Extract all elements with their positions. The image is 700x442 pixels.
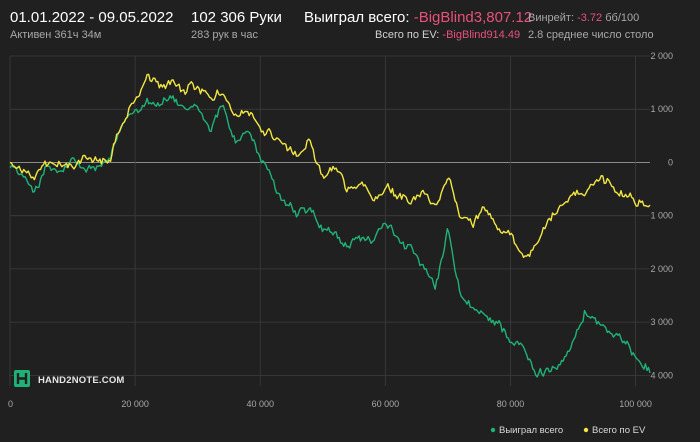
won-total-label: Выиграл всего: <box>304 9 410 26</box>
y-axis-labels: 2 000 1 000 0 1 000 2 000 3 000 4 000 <box>650 51 673 380</box>
date-range: 01.01.2022 - 09.05.2022 <box>10 9 174 26</box>
won-total: Выиграл всего: -BigBlind3,807.12 <box>304 9 532 26</box>
x-tick-label: 100 000 <box>619 399 652 409</box>
y-tick-label: 2 000 <box>650 264 673 274</box>
avg-tables: 2.8 среднее число столо <box>528 29 654 41</box>
active-time: Активен 361ч 34м <box>10 29 102 41</box>
ev-total: Всего по EV: -BigBlind914.49 <box>375 29 520 41</box>
won-total-value: -BigBlind3,807.12 <box>413 9 533 26</box>
legend-item-won[interactable]: Выиграл всего <box>490 425 563 436</box>
legend-item-ev[interactable]: Всего по EV <box>583 425 646 436</box>
series-lines <box>9 73 651 378</box>
winrate: Винрейт: -3.72 бб/100 <box>528 12 639 24</box>
y-tick-label: 1 000 <box>650 211 673 221</box>
y-tick-label: 4 000 <box>650 370 673 380</box>
x-tick-label: 0 <box>8 399 13 409</box>
bankroll-chart: 2 000 1 000 0 1 000 2 000 3 000 4 000 0 20 000 4… <box>8 51 673 436</box>
y-tick-label: 1 000 <box>650 104 673 114</box>
hand2note-logo: HAND2NOTE.COM <box>14 370 125 387</box>
series-line-won <box>9 95 651 378</box>
x-tick-label: 60 000 <box>372 399 400 409</box>
hands-per-hour: 283 рук в час <box>191 29 259 41</box>
x-tick-label: 20 000 <box>121 399 149 409</box>
legend-swatch-ev <box>583 427 589 433</box>
hands-count: 102 306 Руки <box>191 9 282 26</box>
x-tick-label: 40 000 <box>246 399 274 409</box>
brand-name: HAND2NOTE.COM <box>38 375 125 386</box>
series-line-ev <box>9 73 651 259</box>
y-tick-label: 3 000 <box>650 317 673 327</box>
legend: Выиграл всего Всего по EV <box>490 425 646 436</box>
winrate-value: -3.72 <box>577 12 603 24</box>
y-tick-label: 0 <box>668 157 673 167</box>
y-tick-label: 2 000 <box>650 51 673 61</box>
legend-swatch-won <box>490 427 496 433</box>
hand2note-logo-icon <box>14 370 30 387</box>
x-axis-labels: 0 20 000 40 000 60 000 80 000 100 000 <box>8 399 652 409</box>
legend-label-ev: Всего по EV <box>592 425 646 436</box>
winrate-unit: бб/100 <box>605 12 640 24</box>
ev-total-value: -BigBlind914.49 <box>442 29 521 41</box>
legend-label-won: Выиграл всего <box>499 425 563 436</box>
x-tick-label: 80 000 <box>497 399 525 409</box>
ev-total-label: Всего по EV: <box>375 29 440 41</box>
grid-lines <box>9 55 650 386</box>
winrate-label: Винрейт: <box>528 12 575 24</box>
